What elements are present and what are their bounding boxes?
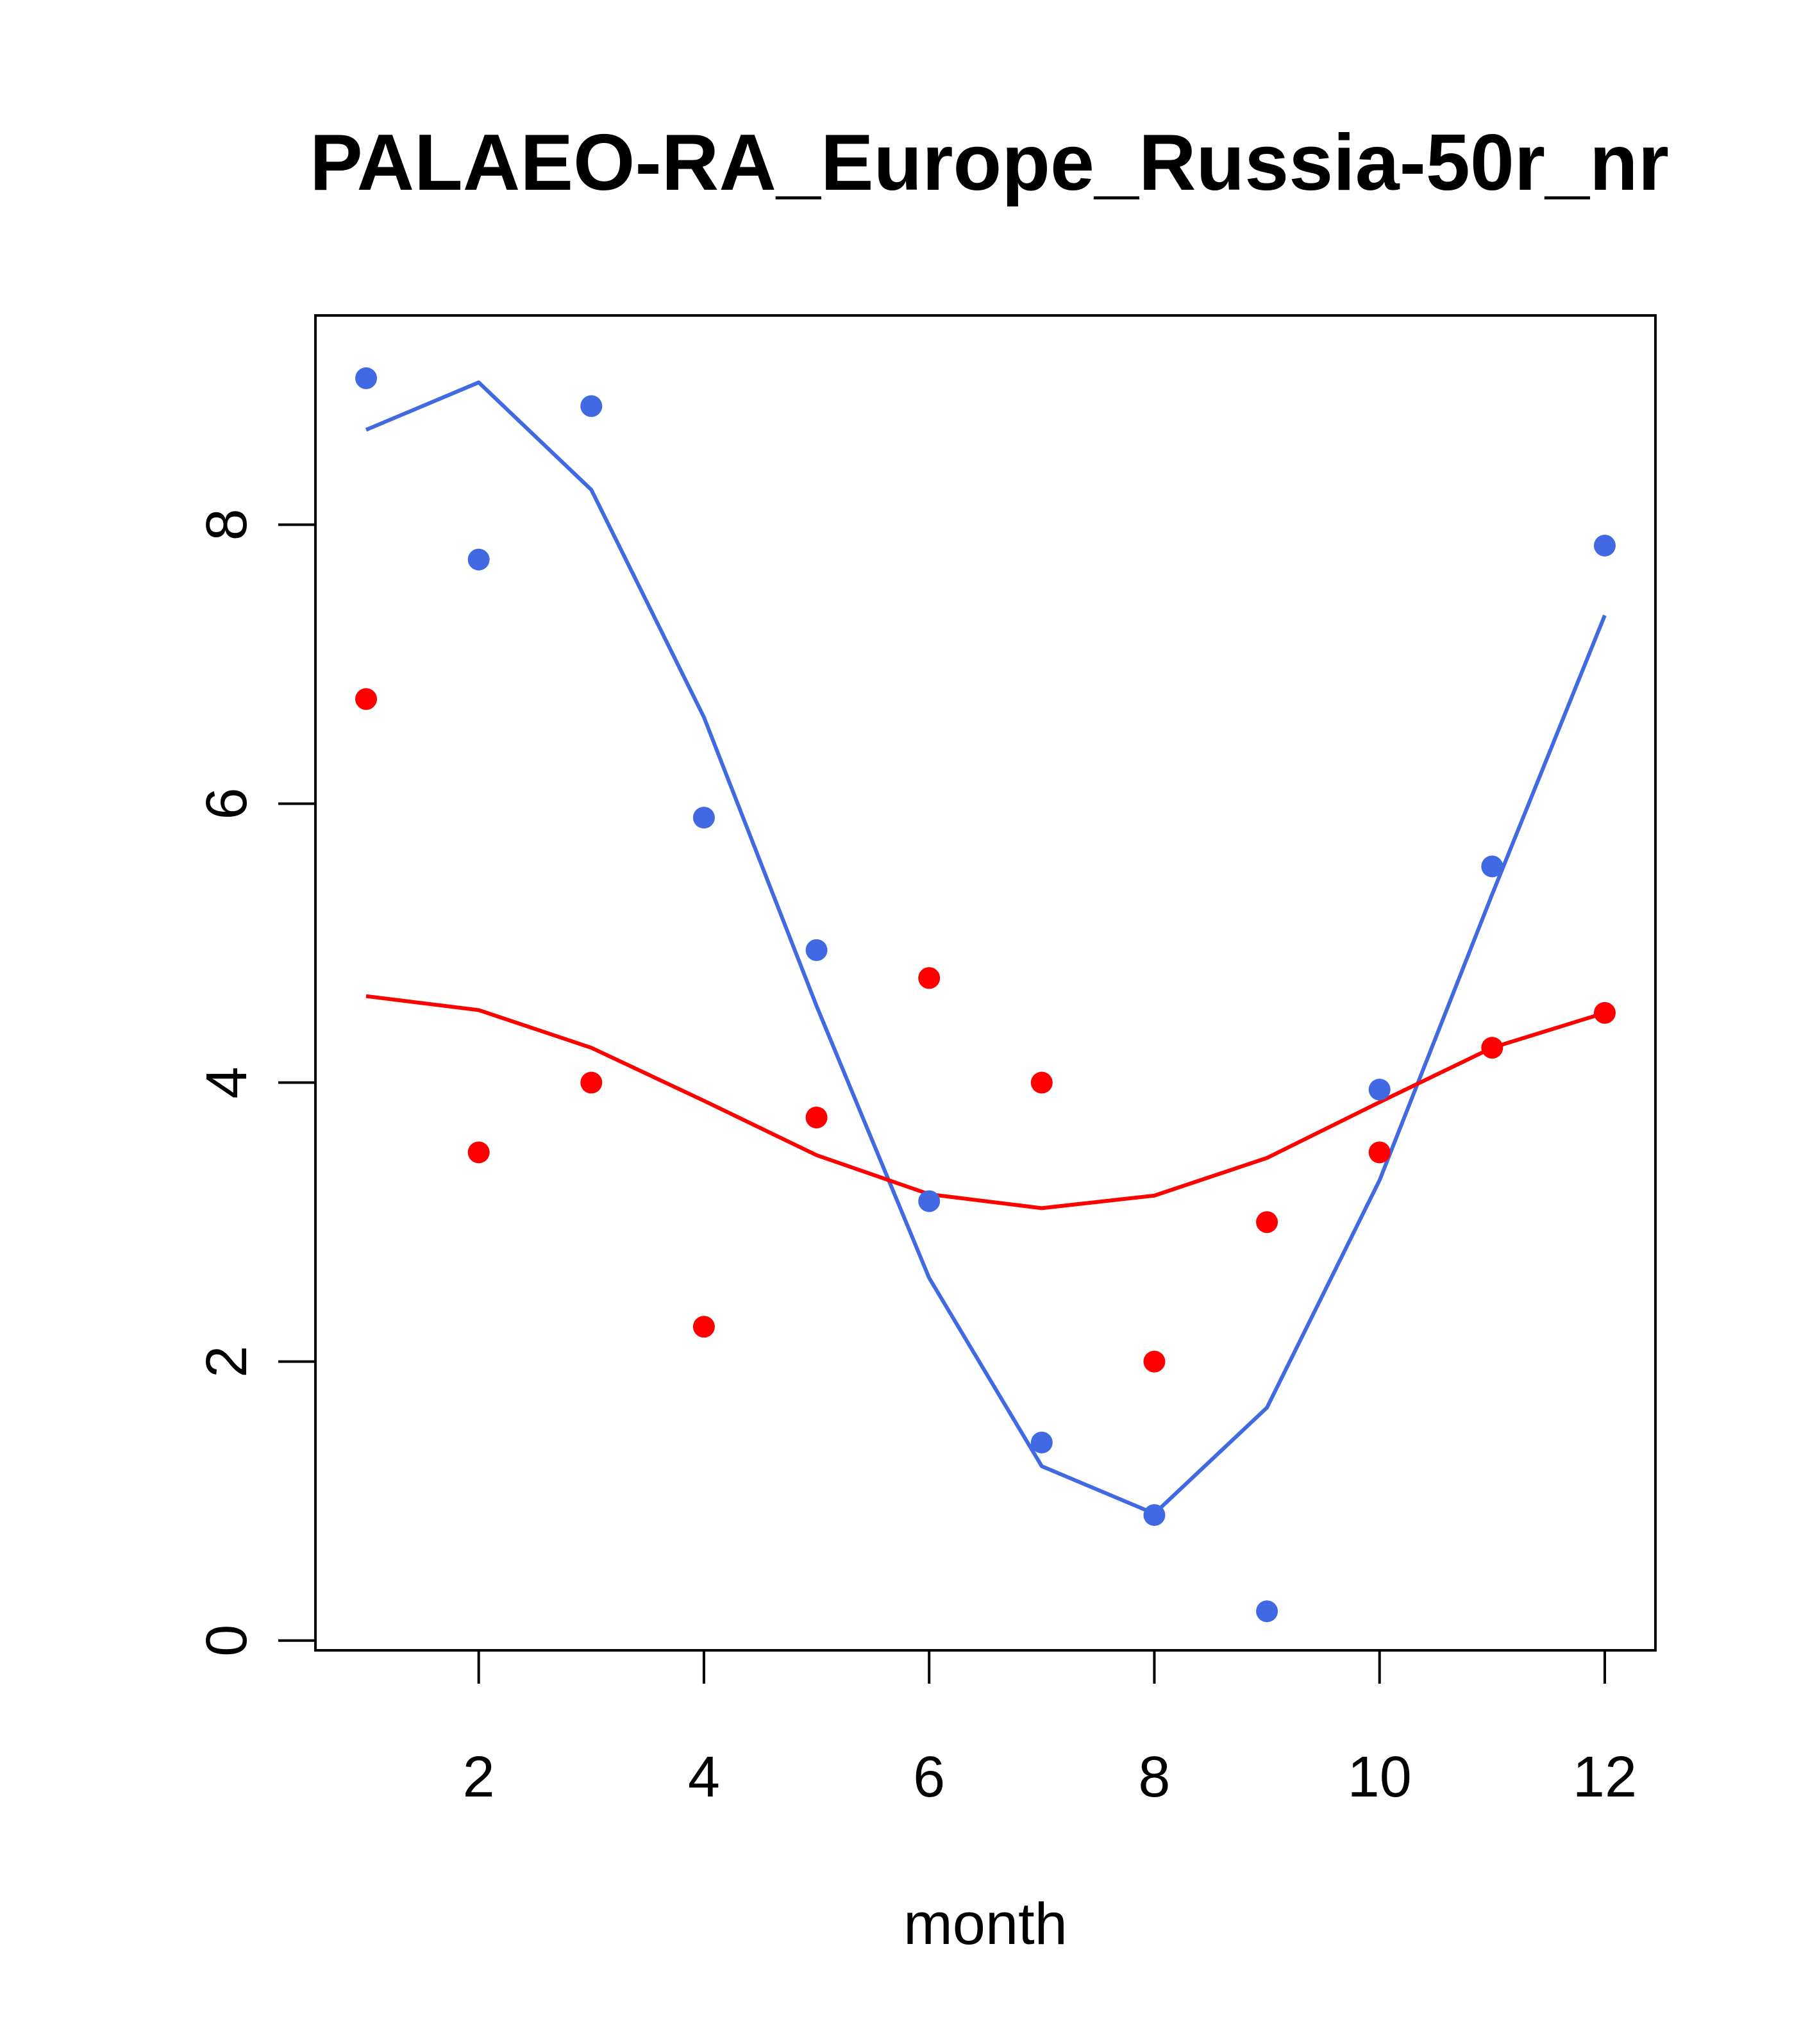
series-0-point <box>1030 1431 1053 1453</box>
series-0-point <box>805 939 828 961</box>
y-tick-label: 8 <box>195 508 259 540</box>
series-2-point <box>805 1106 828 1128</box>
series-0-point <box>1481 855 1503 878</box>
series-2-point <box>1143 1350 1166 1373</box>
series-3-line <box>365 994 1605 1210</box>
series-2-point <box>918 967 941 989</box>
y-tick-label: 0 <box>195 1625 259 1657</box>
x-tick-label: 8 <box>1138 1745 1170 1809</box>
chart-title: PALAEO-RA_Europe_Russia-50r_nr <box>310 119 1669 207</box>
series-2-point <box>580 1071 603 1094</box>
series-2-point <box>1030 1071 1053 1094</box>
series-0-point <box>467 548 490 571</box>
x-tick-label: 10 <box>1348 1745 1412 1809</box>
series-2-point <box>1368 1141 1391 1164</box>
y-tick-label: 6 <box>195 787 259 819</box>
x-tick-label: 6 <box>913 1745 945 1809</box>
series-0-point <box>692 807 715 829</box>
y-tick-label: 2 <box>195 1346 259 1378</box>
y-tick-label: 4 <box>195 1067 259 1099</box>
series-2-point <box>1593 1001 1616 1024</box>
series-0-point <box>580 395 603 417</box>
series-2-point <box>467 1141 490 1164</box>
series-1-line <box>365 380 1607 1516</box>
series-2-point <box>692 1316 715 1338</box>
series-2-point <box>1481 1037 1503 1059</box>
series-0-point <box>355 367 378 389</box>
x-axis: 2 4 6 8 10 12 <box>463 1649 1637 1809</box>
x-tick-label: 12 <box>1573 1745 1637 1809</box>
series-0-point <box>1256 1600 1278 1623</box>
series-layer <box>355 367 1616 1623</box>
x-tick-label: 4 <box>688 1745 720 1809</box>
x-axis-label: month <box>903 1891 1068 1957</box>
series-0-point <box>1143 1504 1166 1526</box>
series-2-point <box>1256 1211 1278 1234</box>
y-axis: 0 2 4 6 8 <box>195 508 317 1657</box>
series-0-point <box>918 1190 941 1212</box>
x-tick-label: 2 <box>463 1745 495 1809</box>
plot-frame <box>314 314 1657 1652</box>
series-0-point <box>1368 1078 1391 1101</box>
series-0-point <box>1593 534 1616 557</box>
series-2-point <box>355 688 378 710</box>
